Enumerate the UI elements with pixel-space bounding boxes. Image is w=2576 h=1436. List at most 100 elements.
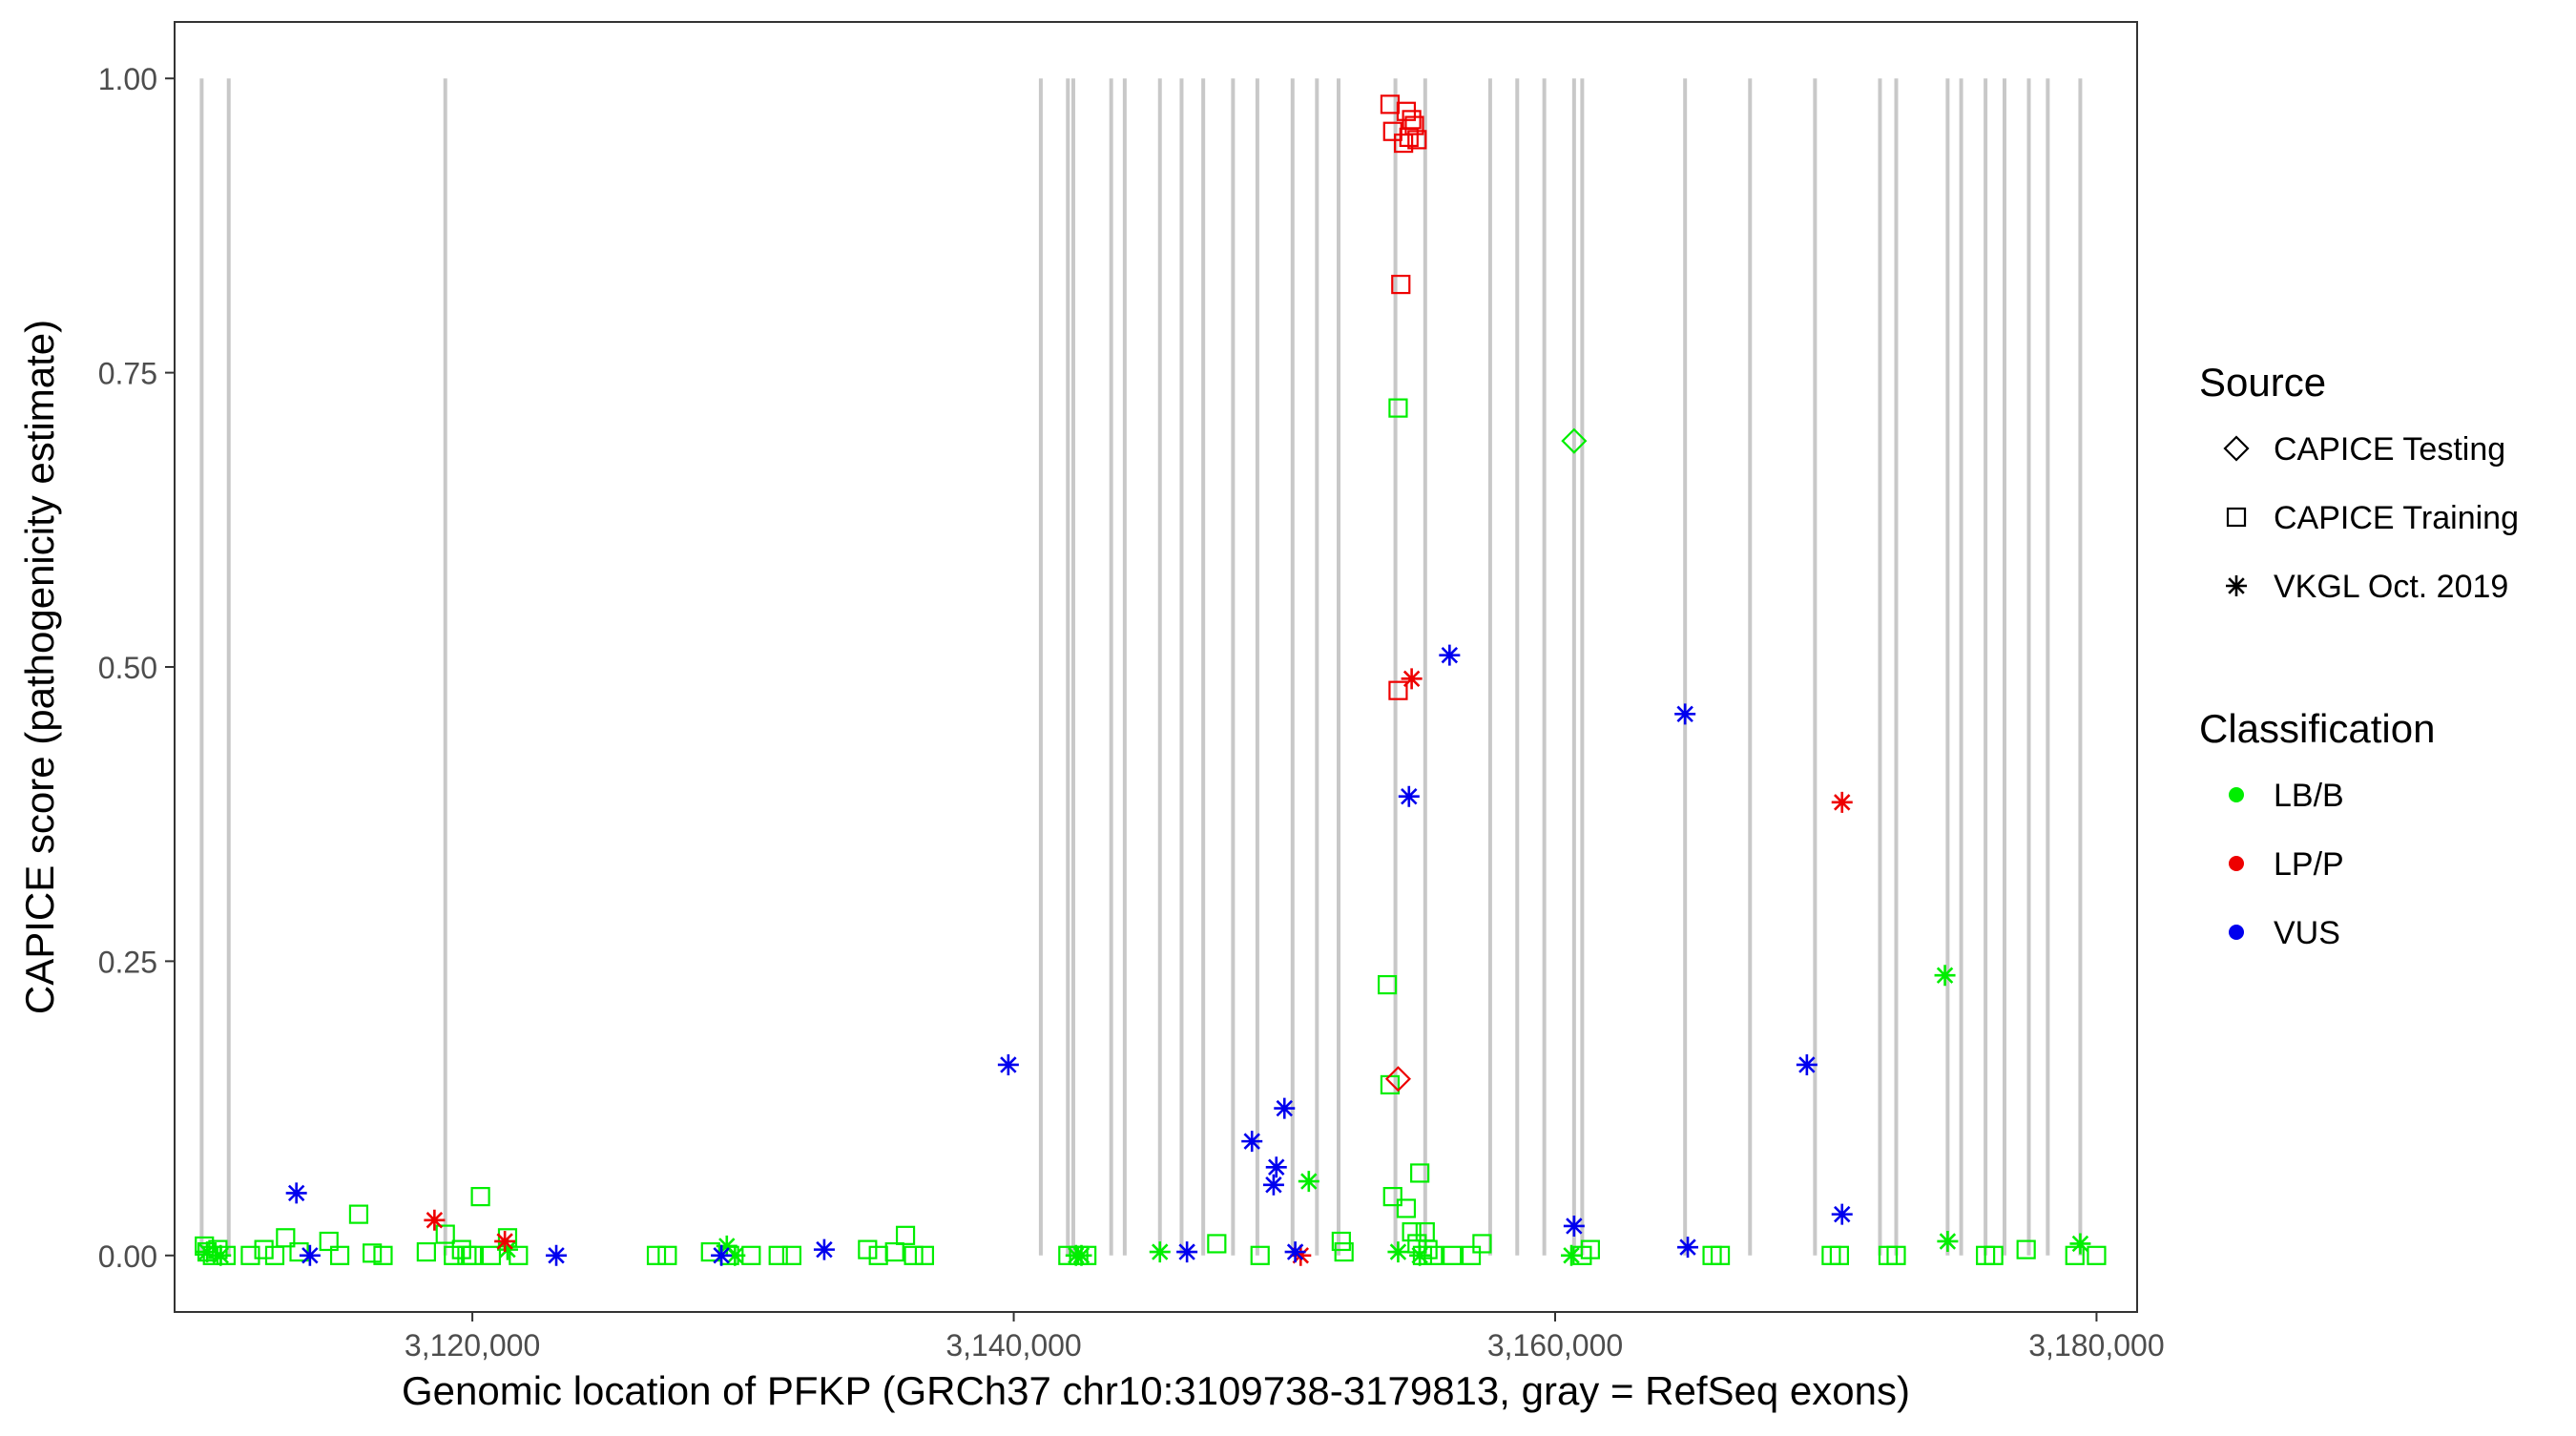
data-point-asterisk <box>1274 1097 1296 1119</box>
data-point-square <box>1207 1234 1227 1254</box>
legend-key-dot <box>2229 925 2244 940</box>
data-point-square <box>1404 115 1424 135</box>
data-point-square <box>373 1245 393 1265</box>
data-point-square <box>416 1241 436 1262</box>
x-tick-label: 3,120,000 <box>405 1328 540 1363</box>
legend-source-title: Source <box>2199 360 2326 405</box>
data-point-square <box>1382 1187 1402 1207</box>
data-point-square <box>470 1187 490 1207</box>
legend-key-dot <box>2229 856 2244 871</box>
data-point-square <box>904 1245 924 1265</box>
legend-key-asterisk <box>2226 575 2247 596</box>
data-point-square <box>884 1241 904 1262</box>
y-tick-label: 0.75 <box>98 357 157 391</box>
data-point-asterisk <box>210 1244 232 1266</box>
data-point-asterisk <box>1149 1241 1171 1263</box>
data-point-asterisk <box>1265 1156 1287 1178</box>
y-axis-label: CAPICE score (pathogenicity estimate) <box>17 320 62 1014</box>
data-point-square <box>1394 133 1414 154</box>
data-point-square <box>1407 130 1427 150</box>
legend: Source Classification CAPICE Testing CAPI… <box>2199 360 2519 951</box>
data-point-square <box>1402 1222 1422 1242</box>
legend-source-label: CAPICE Testing <box>2274 431 2505 468</box>
data-point-square <box>2016 1239 2036 1259</box>
x-tick-label: 3,160,000 <box>1487 1328 1623 1363</box>
data-point-square <box>1472 1234 1492 1254</box>
data-point-square <box>319 1231 339 1252</box>
y-tick-label: 0.00 <box>98 1239 157 1274</box>
y-tick-label: 0.50 <box>98 651 157 685</box>
plot-panel-border <box>174 21 2138 1313</box>
data-point-square <box>2087 1245 2107 1265</box>
data-point-asterisk <box>285 1182 307 1204</box>
data-point-asterisk <box>1831 1203 1853 1225</box>
data-point-square <box>657 1245 677 1265</box>
data-point-asterisk <box>711 1244 733 1266</box>
data-point-asterisk <box>1284 1241 1306 1263</box>
data-point-asterisk <box>1796 1053 1818 1075</box>
x-tick-label: 3,180,000 <box>2028 1328 2164 1363</box>
data-point-square <box>1396 1198 1417 1218</box>
legend-source-label: VKGL Oct. 2019 <box>2274 569 2508 605</box>
y-tick-label: 0.25 <box>98 945 157 979</box>
data-point-square <box>435 1224 455 1244</box>
data-point-asterisk <box>813 1238 835 1260</box>
data-point-square <box>363 1243 383 1263</box>
data-point-square <box>768 1245 788 1265</box>
data-point-asterisk <box>1674 703 1696 725</box>
data-point-square <box>1402 110 1422 130</box>
x-axis-label: Genomic location of PFKP (GRCh37 chr10:3… <box>402 1368 1910 1413</box>
data-points <box>195 94 2107 1266</box>
data-point-square <box>1388 680 1408 700</box>
data-point-asterisk <box>197 1241 218 1263</box>
data-point-square <box>858 1239 878 1259</box>
data-point-square <box>2065 1245 2085 1265</box>
data-point-square <box>329 1245 350 1265</box>
data-point-square <box>1461 1245 1482 1265</box>
data-point-asterisk <box>1439 644 1461 666</box>
data-point-square <box>348 1204 369 1224</box>
data-point-asterisk <box>1176 1241 1198 1263</box>
data-point-square <box>781 1245 801 1265</box>
data-point-asterisk <box>1831 791 1853 813</box>
data-point-asterisk <box>1677 1237 1699 1259</box>
axes: 0.00 0.25 0.50 0.75 1.00 3,120,000 3,140,000 3,… <box>98 62 2165 1363</box>
data-point-asterisk <box>716 1235 737 1257</box>
legend-classification-label: VUS <box>2274 915 2340 951</box>
data-point-asterisk <box>299 1244 321 1266</box>
data-point-square <box>509 1245 529 1265</box>
data-point-square <box>462 1245 483 1265</box>
data-point-asterisk <box>494 1230 516 1252</box>
exon-lines <box>199 78 2083 1256</box>
data-point-asterisk <box>1262 1174 1284 1196</box>
data-point-asterisk <box>997 1053 1019 1075</box>
data-point-square <box>1984 1245 2004 1265</box>
legend-classification-label: LP/P <box>2274 846 2344 883</box>
data-point-asterisk <box>496 1238 518 1260</box>
data-point-square <box>1388 398 1408 418</box>
data-point-square <box>1250 1245 1270 1265</box>
legend-source-label: CAPICE Training <box>2274 500 2519 536</box>
legend-key-square <box>2226 507 2247 528</box>
data-point-square <box>1331 1231 1351 1252</box>
data-point-asterisk <box>1070 1244 1092 1266</box>
data-point-square <box>1377 974 1398 995</box>
data-point-asterisk <box>1298 1171 1319 1193</box>
data-point-square <box>1580 1239 1600 1259</box>
data-point-square <box>1443 1245 1463 1265</box>
data-point-square <box>1829 1245 1850 1265</box>
data-point-asterisk <box>1290 1244 1312 1266</box>
data-point-asterisk <box>424 1209 446 1231</box>
data-point-diamond <box>1384 1066 1411 1093</box>
data-point-square <box>1886 1245 1906 1265</box>
data-point-square <box>481 1245 502 1265</box>
data-point-asterisk <box>1937 1230 1959 1252</box>
data-point-square <box>914 1245 935 1265</box>
data-point-square <box>451 1239 471 1259</box>
data-point-square <box>254 1239 274 1259</box>
data-point-asterisk <box>1409 1244 1431 1266</box>
data-point-asterisk <box>724 1244 746 1266</box>
